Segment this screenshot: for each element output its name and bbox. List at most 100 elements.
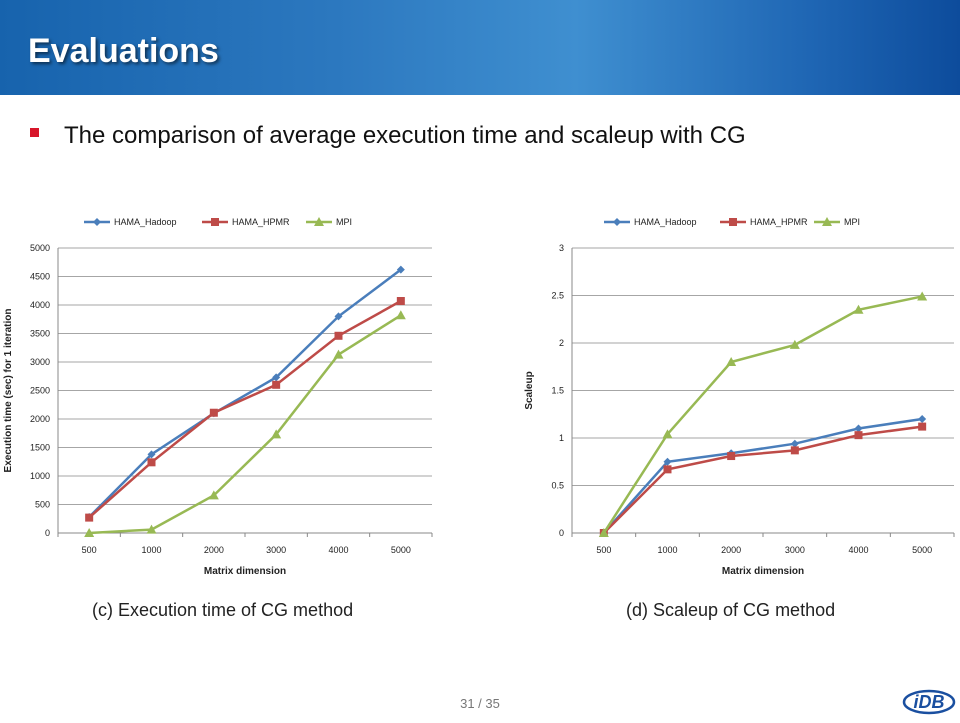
x-axis-title: Matrix dimension <box>722 566 804 577</box>
series-line-HAMA_Hadoop <box>602 417 923 534</box>
x-tick-label: 3000 <box>266 545 286 555</box>
bullet-square-icon <box>30 128 39 137</box>
data-point-MPI <box>395 310 406 320</box>
y-tick-label: 0.5 <box>551 481 564 491</box>
execution-time-chart: 0 500 1000 1500 2000 2500 3000 3500 4000 4500 5000… <box>0 200 470 600</box>
scaleup-chart-svg: 0 0.5 1 1.5 2 2.5 3 500 1000 2000 3000 4000 5000 Matr… <box>524 217 955 577</box>
svg-text:iDB: iDB <box>914 692 945 712</box>
x-tick-label: 1000 <box>657 545 677 555</box>
y-tick-label: 1.5 <box>551 386 564 396</box>
legend-marker-HAMA_Hadoop <box>93 218 101 226</box>
y-axis-title: Execution time (sec) for 1 iteration <box>3 309 14 473</box>
data-point-HAMA_Hadoop <box>854 424 863 433</box>
legend-label-HAMA_Hadoop: HAMA_Hadoop <box>114 217 177 227</box>
x-tick-label: 1000 <box>141 545 161 555</box>
legend-marker-MPI <box>314 217 324 226</box>
series-line-MPI <box>602 295 923 534</box>
scaleup-chart: 0 0.5 1 1.5 2 2.5 3 500 1000 2000 3000 4000 5000 Matr… <box>480 200 955 600</box>
data-point-MPI <box>271 429 282 439</box>
data-point-HAMA_Hadoop <box>334 312 343 321</box>
series-line-MPI <box>89 314 402 535</box>
y-tick-label: 500 <box>35 500 50 510</box>
data-point-HAMA_HPMR <box>663 465 672 474</box>
data-point-HAMA_HPMR <box>854 431 863 440</box>
x-tick-label: 4000 <box>848 545 868 555</box>
x-tick-label: 2000 <box>721 545 741 555</box>
series-line-HAMA_HPMR <box>88 299 402 519</box>
bullet-text: The comparison of average execution time… <box>64 122 746 149</box>
data-point-MPI <box>726 357 737 366</box>
y-tick-label: 5000 <box>30 243 50 253</box>
data-point-MPI <box>853 304 864 314</box>
data-point-HAMA_HPMR <box>209 408 218 417</box>
legend-marker-HAMA_HPMR <box>729 218 737 226</box>
y-tick-label: 0 <box>45 528 50 538</box>
legend-marker-HAMA_HPMR <box>211 218 219 226</box>
idb-logo: iDB <box>902 682 956 718</box>
data-point-HAMA_Hadoop <box>147 450 156 459</box>
data-point-MPI <box>146 524 157 534</box>
y-tick-label: 2.5 <box>551 291 564 301</box>
series-line-HAMA_HPMR <box>602 425 923 534</box>
legend-label-MPI: MPI <box>336 217 352 227</box>
x-tick-label: 5000 <box>912 545 932 555</box>
legend-label-HAMA_HPMR: HAMA_HPMR <box>232 217 290 227</box>
data-point-MPI <box>84 528 95 537</box>
x-tick-label: 500 <box>82 545 97 555</box>
data-point-HAMA_HPMR <box>396 297 405 306</box>
slide-header: Evaluations <box>0 0 960 95</box>
y-tick-label: 3000 <box>30 357 50 367</box>
data-point-HAMA_Hadoop <box>272 373 281 382</box>
y-tick-label: 0 <box>559 528 564 538</box>
y-tick-label: 3 <box>559 243 564 253</box>
scaleup-caption: (d) Scaleup of CG method <box>626 600 836 620</box>
y-tick-label: 4000 <box>30 300 50 310</box>
x-tick-label: 500 <box>596 545 611 555</box>
slide-title: Evaluations <box>28 32 219 70</box>
data-point-HAMA_Hadoop <box>663 457 672 466</box>
data-point-MPI <box>789 339 800 349</box>
data-point-HAMA_HPMR <box>85 513 94 522</box>
data-point-HAMA_HPMR <box>727 452 736 461</box>
series-MPI <box>598 291 928 537</box>
legend-label-HAMA_Hadoop: HAMA_Hadoop <box>634 217 697 227</box>
data-point-HAMA_HPMR <box>790 446 799 455</box>
series-HAMA_Hadoop <box>85 265 405 522</box>
x-tick-label: 4000 <box>328 545 348 555</box>
y-tick-label: 4500 <box>30 272 50 282</box>
series-line-HAMA_Hadoop <box>88 268 402 518</box>
y-tick-label: 2 <box>559 338 564 348</box>
series-HAMA_HPMR <box>85 297 405 522</box>
data-point-MPI <box>917 291 928 301</box>
execution-time-chart-svg: 0 500 1000 1500 2000 2500 3000 3500 4000 4500 5000… <box>3 217 433 577</box>
legend-label-MPI: MPI <box>844 217 860 227</box>
y-tick-label: 1000 <box>30 471 50 481</box>
data-point-MPI <box>208 490 219 500</box>
data-point-MPI <box>333 349 344 359</box>
y-tick-label: 2500 <box>30 386 50 396</box>
data-point-HAMA_Hadoop <box>918 415 927 423</box>
y-tick-label: 3500 <box>30 329 50 339</box>
page-number: 31 / 35 <box>460 696 500 711</box>
data-point-MPI <box>598 528 609 537</box>
data-point-HAMA_HPMR <box>334 331 343 340</box>
execution-time-caption: (c) Execution time of CG method <box>92 600 354 620</box>
data-point-MPI <box>662 429 673 439</box>
x-tick-label: 3000 <box>785 545 805 555</box>
x-axis-title: Matrix dimension <box>204 566 286 577</box>
data-point-HAMA_HPMR <box>147 458 156 467</box>
series-MPI <box>84 310 406 537</box>
series-HAMA_HPMR <box>599 422 927 537</box>
y-tick-label: 1500 <box>30 443 50 453</box>
data-point-HAMA_Hadoop <box>790 439 799 448</box>
legend-marker-HAMA_Hadoop <box>613 218 621 226</box>
x-tick-label: 5000 <box>391 545 411 555</box>
x-tick-label: 2000 <box>204 545 224 555</box>
legend-marker-MPI <box>822 217 832 226</box>
data-point-HAMA_HPMR <box>918 422 927 431</box>
data-point-HAMA_HPMR <box>272 380 281 389</box>
data-point-HAMA_Hadoop <box>396 265 405 274</box>
legend-label-HAMA_HPMR: HAMA_HPMR <box>750 217 808 227</box>
y-tick-label: 2000 <box>30 414 50 424</box>
y-axis-title: Scaleup <box>524 371 535 409</box>
